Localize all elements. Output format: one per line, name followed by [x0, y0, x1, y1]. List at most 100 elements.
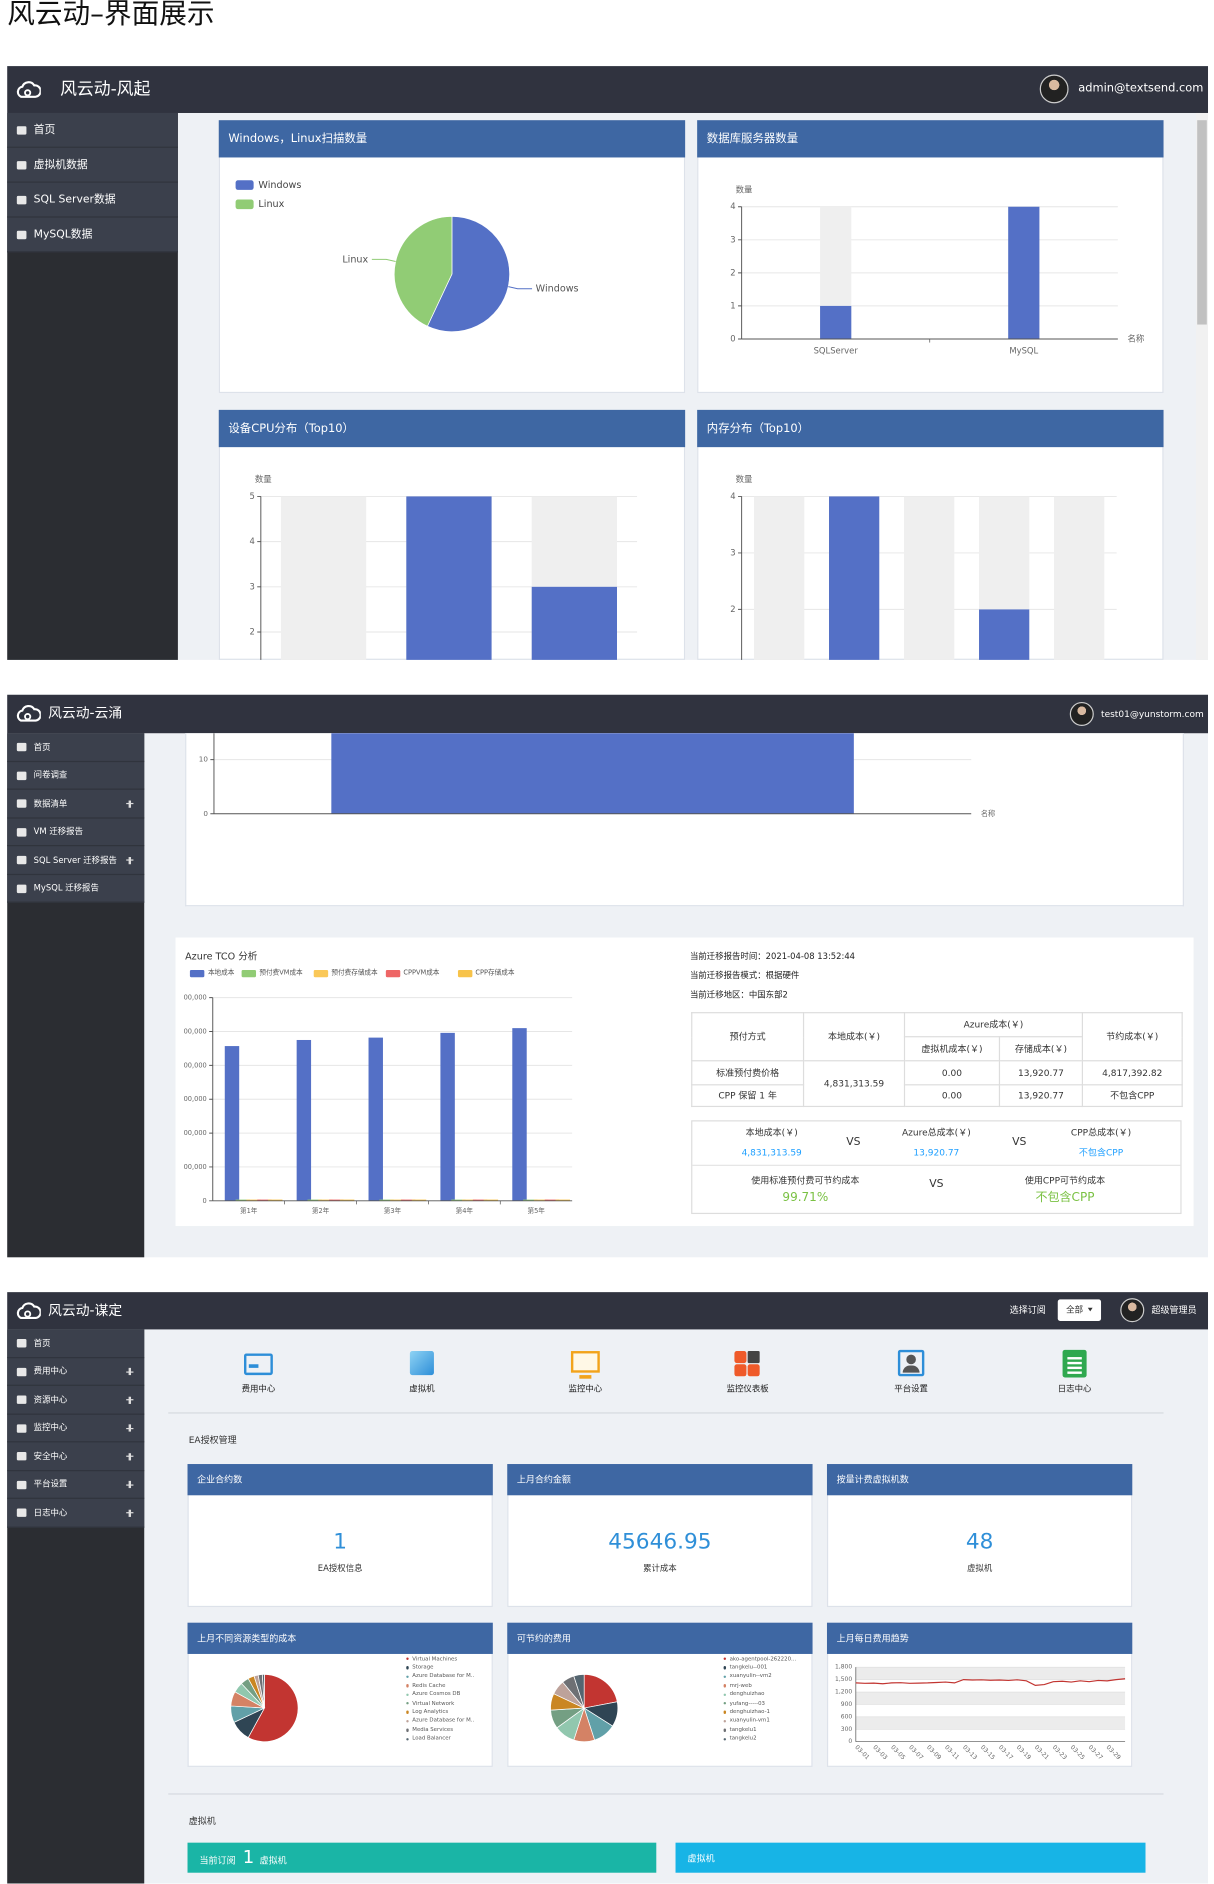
y-axis-title: 数量 — [736, 184, 753, 194]
header-bar — [7, 1292, 1209, 1330]
savings-label: 使用CPP可节约成本 — [1024, 1174, 1106, 1186]
bar — [339, 1199, 355, 1201]
user-name: test01@yunstorm.com — [1101, 708, 1204, 720]
divider — [168, 1412, 1164, 1414]
legend-label: Linux — [258, 198, 285, 210]
menu-item — [7, 846, 145, 875]
bar — [523, 1199, 538, 1201]
expand-icon — [129, 1509, 131, 1517]
expand-icon — [129, 1396, 131, 1404]
menu-icon — [16, 827, 27, 837]
pie-slice — [573, 1674, 585, 1709]
bar — [411, 1199, 427, 1201]
x-tick-label: 03-13 — [961, 1744, 978, 1761]
menu-item — [7, 1470, 145, 1499]
pie-label: Linux — [342, 254, 368, 265]
y-tick-label: 1,200 — [835, 1689, 852, 1696]
menu-icon — [16, 856, 27, 865]
x-axis-title: 名称 — [1127, 333, 1144, 343]
legend-label: Media Services — [412, 1727, 454, 1734]
vm-bar — [187, 1842, 657, 1873]
bar — [368, 1037, 383, 1201]
icon — [902, 1365, 920, 1373]
brand: 风云动-风起 — [60, 79, 151, 99]
table-cell: 存储成本(￥) — [998, 1036, 1084, 1062]
menu-item — [7, 1357, 145, 1386]
pie-slice — [426, 215, 510, 333]
legend-label: Redis Cache — [412, 1682, 446, 1689]
cpu-chart: 012345数量 — [249, 474, 638, 660]
y-tick-label: 2 — [730, 604, 735, 614]
legend-dot — [406, 1693, 410, 1697]
logo-dot — [24, 713, 32, 721]
legend-dot — [406, 1684, 410, 1688]
expand-icon — [129, 800, 131, 808]
avatar — [1069, 701, 1094, 727]
icon — [734, 1364, 747, 1377]
legend-dot — [406, 1666, 410, 1670]
menu-label: 问卷调查 — [33, 770, 68, 781]
legend-swatch — [457, 970, 472, 978]
icon — [409, 1351, 434, 1376]
bar-background — [280, 496, 367, 660]
table-cell: 13,920.77 — [998, 1060, 1084, 1086]
vs-label: VS — [1012, 1136, 1027, 1149]
cost-table: 预付方式 本地成本(￥) Azure成本(￥) 节约成本(￥) 虚拟机成本(￥) 存储成本… — [691, 1012, 1183, 1108]
y-tick-label: 2 — [249, 627, 254, 637]
menu-icon — [16, 195, 27, 205]
grid-band — [855, 1692, 1126, 1705]
icon — [248, 1364, 259, 1368]
select-label: 选择订阅 — [1009, 1304, 1046, 1316]
expand-icon — [129, 1424, 131, 1432]
menu-icon — [16, 161, 27, 170]
bar — [318, 1199, 333, 1201]
menu-label: VM 迁移报告 — [33, 827, 84, 837]
menu-label: 平台设置 — [33, 1479, 68, 1490]
y-tick-label: 5,000,000 — [184, 1028, 207, 1036]
bar — [533, 1199, 549, 1201]
menu-label: 日志中心 — [33, 1507, 68, 1518]
table-cell: 本地成本(￥) — [802, 1012, 906, 1062]
y-tick-label: 6,000,000 — [184, 994, 207, 1002]
menu-icon — [16, 1367, 27, 1376]
x-tick-label: 03-05 — [889, 1744, 906, 1761]
x-tick-label: 第5年 — [527, 1206, 545, 1215]
card-header — [187, 1622, 493, 1654]
shortcut-label: 虚拟机 — [409, 1384, 435, 1395]
legend-label: ako-agentpool-262220... — [729, 1656, 797, 1663]
card-title: 内存分布（Top10） — [706, 421, 810, 435]
card-header — [507, 1464, 813, 1496]
legend-label: CPPVM成本 — [403, 969, 440, 977]
legend-dot — [406, 1710, 410, 1714]
summary-label: Azure总成本(￥) — [901, 1126, 971, 1138]
savings-label: 使用标准预付费可节约成本 — [751, 1174, 860, 1186]
brand: 风云动-云涌 — [48, 704, 123, 722]
menu-item — [7, 1385, 145, 1415]
legend-label: Storage — [412, 1665, 434, 1672]
bar — [544, 1199, 560, 1201]
menu-item — [7, 874, 145, 903]
stat-value: 48 — [965, 1529, 994, 1555]
expand-icon — [129, 856, 131, 864]
menu-icon — [16, 1424, 27, 1433]
table-cell: 13,920.77 — [998, 1084, 1084, 1108]
summary-value: 不包含CPP — [1078, 1147, 1124, 1159]
menu-item — [7, 112, 178, 148]
subscription-select[interactable] — [1057, 1299, 1102, 1321]
legend-label: denghuizhao-1 — [729, 1709, 770, 1716]
bar — [307, 1199, 322, 1201]
icon — [244, 1353, 273, 1376]
card-header — [826, 1464, 1133, 1496]
bar — [979, 609, 1030, 660]
table-cell: 不包含CPP — [1081, 1084, 1183, 1108]
menu-icon — [16, 743, 27, 752]
bar — [296, 1039, 312, 1201]
vm-bar — [675, 1842, 1146, 1873]
legend-label: Azure Database for M.. — [412, 1673, 475, 1680]
menu-label: MySQL数据 — [33, 228, 93, 241]
y-tick-label: 0 — [730, 333, 735, 343]
bar — [390, 1199, 405, 1201]
summary-label: 本地成本(￥) — [745, 1126, 798, 1138]
bar — [483, 1199, 499, 1201]
logo — [16, 1301, 41, 1319]
